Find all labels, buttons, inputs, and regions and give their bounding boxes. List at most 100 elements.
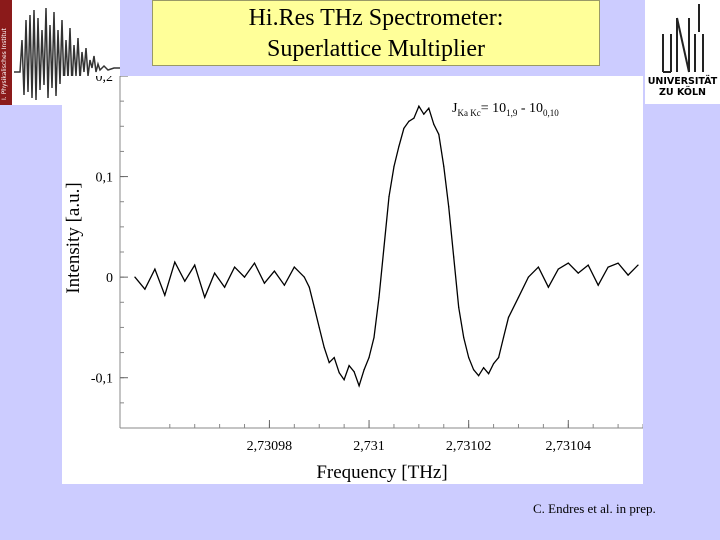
data-point — [487, 373, 490, 375]
data-point — [224, 286, 226, 288]
data-point — [438, 133, 440, 135]
annotation-j: J — [452, 101, 458, 116]
data-point — [537, 266, 539, 268]
data-point — [214, 272, 216, 274]
data-point — [627, 274, 629, 276]
x-axis-label: Frequency [THz] — [316, 462, 447, 483]
plot-frame — [119, 76, 643, 429]
university-name-line2: ZU KÖLN — [659, 87, 706, 98]
data-point — [507, 316, 510, 318]
data-point — [443, 165, 445, 168]
data-point — [403, 127, 405, 129]
data-point — [313, 306, 315, 308]
y-ticks: 0,2 0,1 0 -0,1 — [91, 76, 128, 429]
institute-logo: I. Physikalisches Institut — [0, 0, 120, 105]
data-point — [343, 379, 345, 381]
y-tick-label: -0,1 — [91, 372, 113, 387]
y-tick-label: 0,2 — [96, 76, 114, 85]
data-point — [233, 266, 236, 268]
data-point — [423, 113, 425, 115]
x-tick-label: 2,73104 — [546, 439, 592, 454]
data-point — [502, 336, 505, 339]
data-point — [413, 117, 415, 119]
data-point — [323, 346, 325, 349]
annotation-mid: - 10 — [517, 101, 543, 116]
annotation-lhs: = 10 — [481, 101, 506, 116]
annotation-rhs-sub: 0,10 — [543, 108, 559, 118]
data-point — [468, 357, 470, 359]
data-point — [134, 276, 136, 278]
spectrum-chart: 0,2 0,1 0 -0,1 2,73098 2,731 2,73102 2,73104 I… — [62, 76, 643, 484]
institute-logo-strip — [0, 0, 12, 105]
data-point — [448, 206, 450, 208]
y-axis-label: Intensity [a.u.] — [63, 182, 84, 293]
transition-annotation: JKa Kc= 101,9 - 100,10 — [452, 101, 559, 118]
data-point — [607, 266, 609, 268]
x-tick-label: 2,731 — [353, 439, 385, 454]
data-point — [473, 369, 475, 371]
data-point — [478, 375, 480, 377]
data-point — [333, 357, 335, 359]
data-point — [348, 365, 350, 367]
data-point — [497, 357, 500, 359]
data-point — [293, 266, 295, 268]
data-point — [253, 262, 256, 264]
data-point — [174, 261, 176, 263]
data-point — [433, 123, 435, 125]
y-tick-label: 0 — [106, 271, 113, 286]
university-name: UNIVERSITÄT ZU KÖLN — [645, 76, 720, 98]
x-ticks: 2,73098 2,731 2,73102 2,73104 — [169, 420, 643, 454]
data-point — [338, 372, 340, 374]
data-point — [428, 107, 430, 109]
university-name-line1: UNIVERSITÄT — [647, 76, 718, 87]
data-point — [383, 246, 385, 248]
data-point — [283, 284, 285, 286]
y-tick-label: 0,1 — [96, 171, 114, 186]
data-point — [527, 276, 530, 278]
data-point — [318, 326, 320, 329]
slide-title-line1: Hi.Res THz Spectrometer: — [248, 5, 504, 31]
data-point — [408, 120, 410, 122]
series-line — [134, 104, 639, 388]
data-point — [393, 165, 395, 168]
institute-name: I. Physikalisches Institut — [1, 28, 8, 100]
data-point — [303, 276, 305, 278]
data-point — [353, 371, 355, 373]
data-point — [184, 280, 186, 282]
data-point — [483, 367, 485, 369]
data-point — [398, 145, 400, 147]
data-point — [368, 357, 370, 359]
data-point — [308, 286, 310, 288]
slide-title: Hi.Res THz Spectrometer: Superlattice Mu… — [152, 0, 600, 66]
data-point — [587, 264, 589, 266]
data-point — [567, 262, 569, 264]
series-points — [134, 105, 639, 387]
data-point — [194, 264, 196, 266]
data-point — [458, 306, 460, 308]
data-point — [204, 296, 206, 298]
data-point — [388, 196, 390, 198]
annotation-sub: Ka Kc — [457, 108, 480, 118]
data-point — [492, 363, 495, 365]
data-point — [273, 270, 276, 272]
data-point — [463, 336, 465, 339]
data-point — [263, 282, 266, 284]
annotation-lhs-sub: 1,9 — [506, 108, 518, 118]
data-point — [164, 294, 166, 296]
data-point — [517, 296, 520, 298]
data-point — [328, 362, 330, 364]
data-point — [418, 105, 420, 107]
citation: C. Endres et al. in prep. — [533, 501, 656, 516]
data-point — [637, 264, 639, 266]
data-point — [373, 336, 375, 339]
data-point — [243, 276, 246, 278]
data-point — [617, 262, 619, 264]
x-tick-label: 2,73098 — [247, 439, 293, 454]
data-point — [597, 284, 599, 286]
data-point — [144, 288, 146, 290]
data-point — [577, 272, 579, 274]
data-point — [547, 286, 549, 288]
data-point — [358, 385, 360, 387]
university-logo-icon — [662, 4, 704, 73]
chart-svg: 0,20,10-0,1 2,73098 2,731 2,73102 2,73104 I… — [63, 76, 643, 483]
